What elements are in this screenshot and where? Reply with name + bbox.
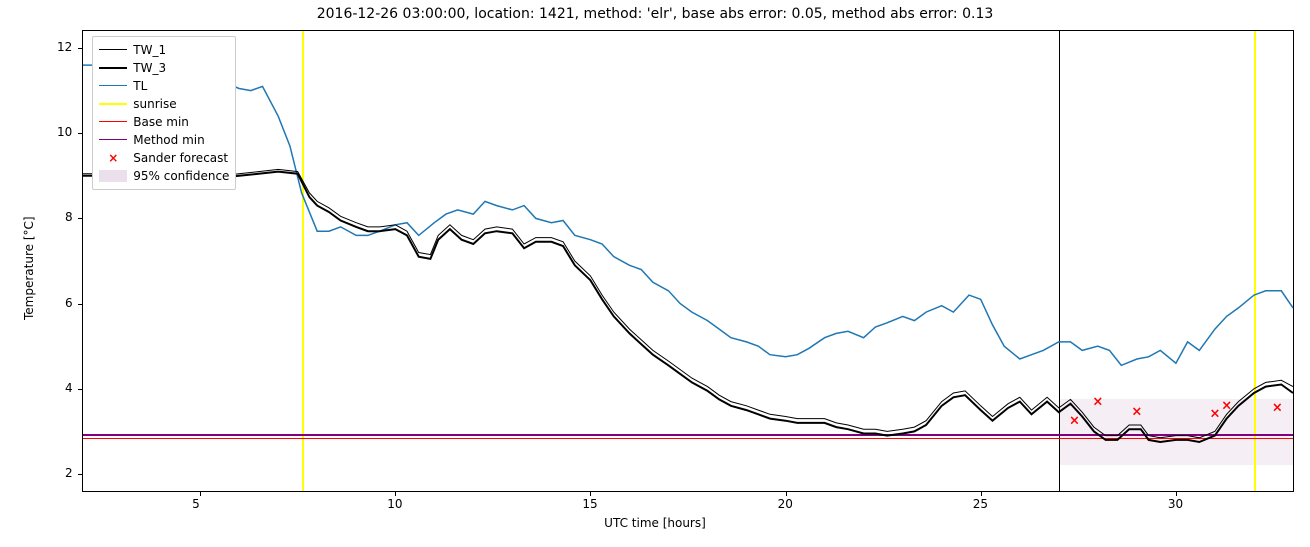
series-svg [83, 31, 1293, 491]
ytick-mark [78, 389, 83, 390]
xtick-mark [786, 491, 787, 496]
ytick-label: 12 [57, 40, 73, 54]
ytick-mark [78, 218, 83, 219]
legend-item: Base min [99, 113, 229, 131]
legend-label: TW_3 [133, 61, 166, 75]
legend-item: 95% confidence [99, 167, 229, 185]
legend-label: 95% confidence [133, 169, 229, 183]
xtick-label: 30 [1168, 497, 1183, 511]
legend-item: Method min [99, 131, 229, 149]
sander-forecast-marker: × [1209, 408, 1220, 421]
xtick-label: 10 [387, 497, 402, 511]
legend-swatch [99, 43, 127, 57]
ytick-mark [78, 133, 83, 134]
ytick-label: 10 [57, 125, 73, 139]
series-TW_1 [83, 169, 1293, 437]
xtick-label: 15 [582, 497, 597, 511]
legend-item: TW_1 [99, 41, 229, 59]
legend-label: Base min [133, 115, 189, 129]
ytick-mark [78, 474, 83, 475]
sander-forecast-marker: × [1092, 395, 1103, 408]
xtick-mark [981, 491, 982, 496]
legend-swatch [99, 97, 127, 111]
sander-forecast-marker: × [1069, 414, 1080, 427]
xtick-label: 20 [778, 497, 793, 511]
legend-swatch: × [99, 151, 127, 165]
xtick-mark [200, 491, 201, 496]
ytick-mark [78, 304, 83, 305]
ytick-label: 2 [65, 466, 73, 480]
sander-forecast-marker: × [1131, 406, 1142, 419]
legend-label: sunrise [133, 97, 176, 111]
series-TL [83, 48, 1293, 365]
legend-swatch [99, 170, 127, 182]
ytick-mark [78, 48, 83, 49]
legend: TW_1 TW_3 TL sunrise Base min Method min × Sand… [92, 36, 236, 190]
y-axis-label: Temperature [°C] [22, 216, 36, 320]
ytick-label: 8 [65, 210, 73, 224]
plot-area: ×××××× TW_1TW_3TLsunriseBase minMethod m… [82, 30, 1294, 492]
legend-item: TW_3 [99, 59, 229, 77]
ytick-label: 4 [65, 381, 73, 395]
legend-swatch [99, 79, 127, 93]
ytick-label: 6 [65, 296, 73, 310]
chart-title: 2016-12-26 03:00:00, location: 1421, met… [0, 6, 1310, 22]
series-TW_3 [83, 172, 1293, 442]
legend-label: TL [133, 79, 147, 93]
legend-swatch [99, 61, 127, 75]
legend-swatch [99, 115, 127, 129]
legend-label: Sander forecast [133, 151, 228, 165]
xtick-label: 5 [192, 497, 200, 511]
figure: 2016-12-26 03:00:00, location: 1421, met… [0, 0, 1310, 547]
xtick-label: 25 [973, 497, 988, 511]
xtick-mark [395, 491, 396, 496]
sander-forecast-marker: × [1272, 401, 1283, 414]
xtick-mark [1176, 491, 1177, 496]
xtick-mark [590, 491, 591, 496]
x-axis-label: UTC time [hours] [0, 516, 1310, 530]
legend-item: sunrise [99, 95, 229, 113]
legend-swatch [99, 133, 127, 147]
sander-forecast-marker: × [1221, 399, 1232, 412]
legend-item: × Sander forecast [99, 149, 229, 167]
legend-label: Method min [133, 133, 204, 147]
legend-item: TL [99, 77, 229, 95]
legend-label: TW_1 [133, 43, 166, 57]
